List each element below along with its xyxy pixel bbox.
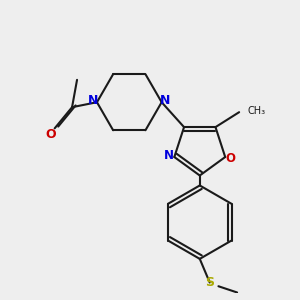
Text: N: N xyxy=(160,94,171,107)
Text: O: O xyxy=(46,128,56,141)
Text: O: O xyxy=(225,152,235,165)
Text: N: N xyxy=(164,149,174,162)
Text: S: S xyxy=(205,276,214,289)
Text: N: N xyxy=(88,94,98,107)
Text: CH₃: CH₃ xyxy=(248,106,266,116)
